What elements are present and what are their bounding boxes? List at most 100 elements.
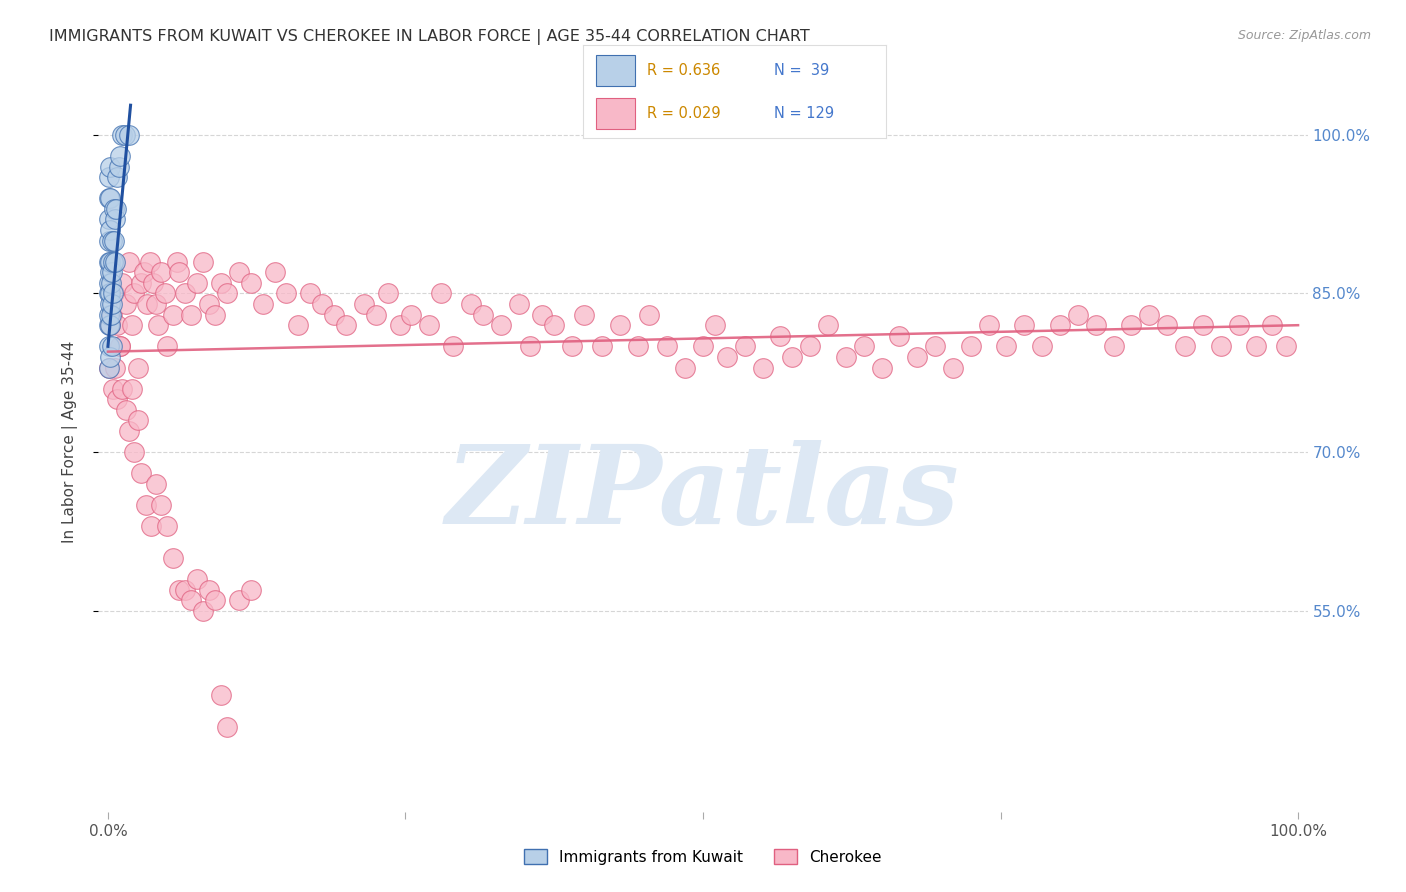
Point bbox=[118, 424, 141, 438]
Point bbox=[769, 328, 792, 343]
Point bbox=[180, 593, 202, 607]
Point bbox=[508, 297, 530, 311]
Point bbox=[156, 339, 179, 353]
Point bbox=[98, 170, 121, 185]
Point bbox=[215, 720, 238, 734]
Point bbox=[162, 308, 184, 322]
Point bbox=[108, 339, 131, 353]
Point bbox=[1275, 339, 1298, 353]
Point bbox=[146, 318, 169, 333]
Point bbox=[166, 254, 188, 268]
Point bbox=[136, 297, 159, 311]
Point bbox=[1156, 318, 1178, 333]
Point bbox=[98, 234, 121, 248]
Point bbox=[531, 308, 554, 322]
Point bbox=[98, 308, 121, 322]
Point bbox=[108, 149, 131, 163]
Point bbox=[1246, 339, 1268, 353]
Point bbox=[138, 254, 160, 268]
Point bbox=[186, 572, 208, 586]
Point bbox=[638, 308, 661, 322]
Point bbox=[104, 254, 127, 268]
Point bbox=[716, 350, 738, 364]
Point bbox=[100, 234, 122, 248]
Point bbox=[626, 339, 648, 353]
Point bbox=[145, 297, 167, 311]
Point bbox=[1192, 318, 1215, 333]
Point bbox=[142, 276, 165, 290]
Point bbox=[135, 498, 157, 512]
Point bbox=[169, 582, 191, 597]
Point bbox=[799, 339, 821, 353]
Point bbox=[129, 467, 152, 481]
Point bbox=[692, 339, 714, 353]
Point bbox=[98, 191, 121, 205]
Point bbox=[311, 297, 333, 311]
Point bbox=[118, 128, 141, 142]
Point bbox=[1174, 339, 1197, 353]
Point bbox=[942, 360, 965, 375]
Point bbox=[215, 286, 238, 301]
Point bbox=[924, 339, 946, 353]
Point bbox=[1137, 308, 1160, 322]
Point bbox=[100, 265, 122, 279]
Point bbox=[98, 286, 121, 301]
Point bbox=[156, 519, 179, 533]
Point bbox=[98, 318, 121, 333]
Point bbox=[335, 318, 357, 333]
Point bbox=[1014, 318, 1036, 333]
Point bbox=[100, 308, 122, 322]
Point bbox=[591, 339, 613, 353]
Point bbox=[129, 276, 152, 290]
Point bbox=[169, 265, 191, 279]
Point bbox=[1121, 318, 1143, 333]
Point bbox=[100, 308, 122, 322]
Point bbox=[111, 276, 134, 290]
Point bbox=[198, 582, 221, 597]
Point bbox=[153, 286, 176, 301]
Point bbox=[107, 318, 129, 333]
Point bbox=[870, 360, 893, 375]
Point bbox=[98, 254, 121, 268]
Point bbox=[751, 360, 773, 375]
Point bbox=[377, 286, 399, 301]
Point bbox=[118, 254, 141, 268]
Text: R = 0.636: R = 0.636 bbox=[647, 62, 720, 78]
Point bbox=[121, 382, 143, 396]
Point bbox=[239, 582, 262, 597]
Point bbox=[353, 297, 375, 311]
Text: N =  39: N = 39 bbox=[773, 62, 830, 78]
Point bbox=[561, 339, 583, 353]
Point bbox=[114, 402, 136, 417]
Point bbox=[489, 318, 512, 333]
Point bbox=[401, 308, 423, 322]
Point bbox=[186, 276, 208, 290]
Point bbox=[100, 276, 122, 290]
Point bbox=[905, 350, 928, 364]
Point bbox=[364, 308, 387, 322]
Point bbox=[98, 191, 121, 205]
Point bbox=[162, 550, 184, 565]
Point bbox=[98, 265, 121, 279]
Point bbox=[98, 318, 121, 333]
Point bbox=[734, 339, 756, 353]
Point bbox=[1102, 339, 1125, 353]
Point bbox=[111, 382, 134, 396]
Point bbox=[852, 339, 875, 353]
Point bbox=[204, 593, 226, 607]
Point bbox=[150, 265, 173, 279]
Point bbox=[98, 360, 121, 375]
Point bbox=[180, 308, 202, 322]
Point bbox=[191, 604, 214, 618]
Point bbox=[139, 519, 162, 533]
Point bbox=[198, 297, 221, 311]
Point bbox=[252, 297, 274, 311]
Point bbox=[97, 318, 120, 333]
Point bbox=[995, 339, 1018, 353]
Point bbox=[145, 476, 167, 491]
Point bbox=[609, 318, 631, 333]
Point bbox=[174, 582, 197, 597]
Bar bbox=[596, 55, 636, 86]
Point bbox=[703, 318, 725, 333]
Point bbox=[543, 318, 565, 333]
